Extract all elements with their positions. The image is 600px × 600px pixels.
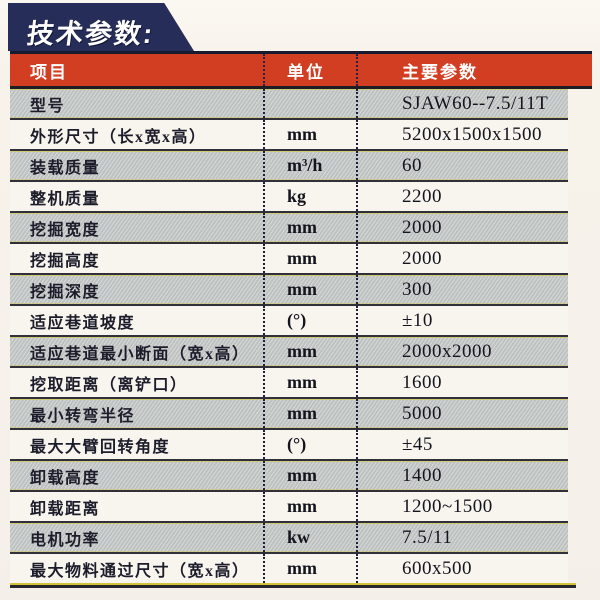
cell-unit: mm: [263, 275, 356, 304]
table-row: 适应巷道最小断面（宽x高） mm 2000x2000: [10, 335, 568, 366]
cell-value: 2000x2000: [356, 337, 568, 366]
cell-item: 卸载距离: [30, 500, 101, 518]
cell-value: 600x500: [356, 554, 568, 583]
cell-item: 最小转弯半径: [30, 407, 136, 425]
table-row: 挖取距离（离铲口） mm 1600: [10, 366, 568, 397]
cell-unit: mm: [263, 461, 356, 490]
cell-item: 电机功率: [30, 531, 101, 549]
cell-value: 5200x1500x1500: [356, 120, 568, 149]
table-row: 最大物料通过尺寸（宽x高） mm 600x500: [10, 552, 568, 583]
cell-item: 最大物料通过尺寸（宽x高）: [30, 562, 250, 580]
cell-unit: mm: [263, 554, 356, 583]
cell-item: 型号: [30, 97, 66, 115]
section-title-banner: 技术参数:: [8, 3, 194, 51]
section-title: 技术参数:: [25, 19, 156, 49]
cell-item: 挖掘高度: [30, 252, 101, 270]
cell-value: 2000: [356, 244, 568, 273]
cell-unit: (°): [263, 430, 356, 459]
cell-unit: (°): [263, 306, 356, 335]
cell-value: 1600: [356, 368, 568, 397]
cell-value: 300: [356, 275, 568, 304]
table-row: 装载质量 m³/h 60: [10, 149, 568, 180]
cell-value: 2200: [356, 182, 568, 211]
cell-unit: m³/h: [263, 151, 356, 180]
cell-unit: [263, 89, 356, 118]
column-header-item: 项目: [30, 62, 68, 82]
column-header-value: 主要参数: [356, 54, 592, 86]
cell-unit: mm: [263, 244, 356, 273]
cell-item: 整机质量: [30, 190, 101, 208]
table-row: 型号 SJAW60--7.5/11T: [10, 89, 568, 118]
cell-value: 1400: [356, 461, 568, 490]
cell-unit: mm: [263, 213, 356, 242]
cell-unit: kg: [263, 182, 356, 211]
table-bottom-border: [10, 583, 576, 588]
table-row: 外形尺寸（长x宽x高） mm 5200x1500x1500: [10, 118, 568, 149]
cell-value: 2000: [356, 213, 568, 242]
column-header-unit: 单位: [263, 54, 356, 86]
cell-value: 1200~1500: [356, 492, 568, 521]
table-row: 最大大臂回转角度 (°) ±45: [10, 428, 568, 459]
cell-unit: kw: [263, 523, 356, 552]
spec-table-body: 型号 SJAW60--7.5/11T 外形尺寸（长x宽x高） mm 5200x1500x…: [10, 89, 568, 583]
cell-item: 装载质量: [30, 159, 101, 177]
cell-item: 卸载高度: [30, 469, 101, 487]
table-row: 整机质量 kg 2200: [10, 180, 568, 211]
table-row: 挖掘深度 mm 300: [10, 273, 568, 304]
table-row: 卸载距离 mm 1200~1500: [10, 490, 568, 521]
table-row: 卸载高度 mm 1400: [10, 459, 568, 490]
cell-unit: mm: [263, 399, 356, 428]
cell-value: ±45: [356, 430, 568, 459]
cell-item: 挖取距离（离铲口）: [30, 376, 188, 394]
cell-unit: mm: [263, 492, 356, 521]
cell-item: 适应巷道坡度: [30, 314, 136, 332]
table-row: 挖掘高度 mm 2000: [10, 242, 568, 273]
table-row: 电机功率 kw 7.5/11: [10, 521, 568, 552]
table-row: 适应巷道坡度 (°) ±10: [10, 304, 568, 335]
table-header-row: 项目 单位 主要参数: [10, 51, 592, 89]
cell-item: 挖掘深度: [30, 283, 101, 301]
cell-unit: mm: [263, 368, 356, 397]
cell-item: 挖掘宽度: [30, 221, 101, 239]
cell-value: 7.5/11: [356, 523, 568, 552]
cell-value: ±10: [356, 306, 568, 335]
cell-item: 外形尺寸（长x宽x高）: [30, 128, 207, 146]
cell-value: 5000: [356, 399, 568, 428]
cell-value: 60: [356, 151, 568, 180]
cell-unit: mm: [263, 337, 356, 366]
cell-item: 适应巷道最小断面（宽x高）: [30, 345, 250, 363]
cell-unit: mm: [263, 120, 356, 149]
cell-value: SJAW60--7.5/11T: [356, 89, 568, 118]
table-row: 最小转弯半径 mm 5000: [10, 397, 568, 428]
table-row: 挖掘宽度 mm 2000: [10, 211, 568, 242]
cell-item: 最大大臂回转角度: [30, 438, 171, 456]
